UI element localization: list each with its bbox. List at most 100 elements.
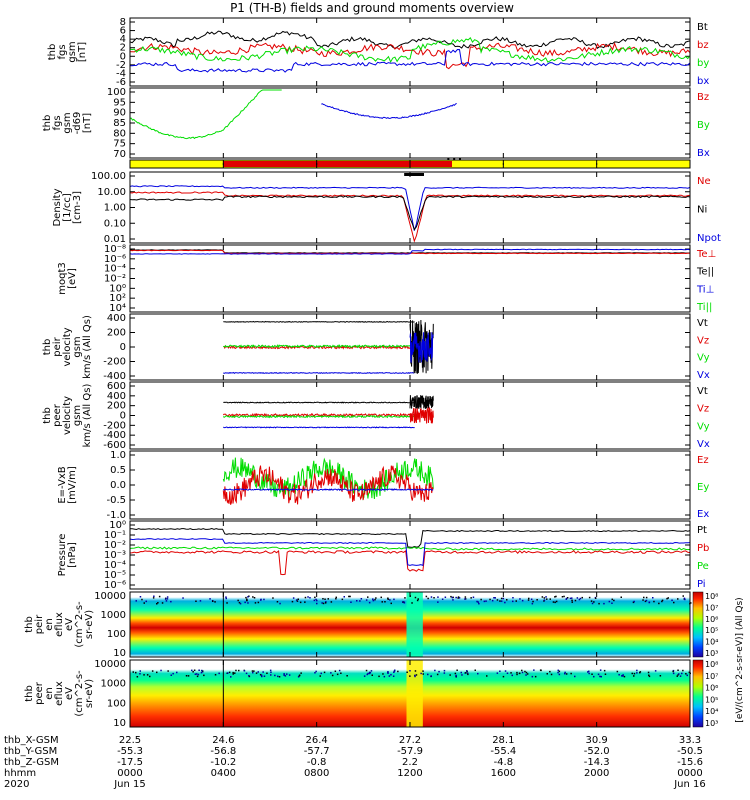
spec-speckle <box>176 671 178 674</box>
ylabel-line: peer <box>52 403 63 427</box>
spec-speckle <box>414 675 416 678</box>
spec-speckle <box>197 673 200 676</box>
spec-speckle <box>563 595 565 598</box>
spec-speckle <box>464 596 467 598</box>
xaxis-value: Jun 15 <box>113 779 146 790</box>
spec-speckle <box>631 672 633 675</box>
ytick-electron-spec: 1000 <box>101 679 126 690</box>
spec-speckle <box>571 601 573 603</box>
legend-ion-velocity-2: Vy <box>697 353 710 364</box>
spec-speckle <box>252 596 254 598</box>
ylabel-line: moqt3 <box>57 262 68 295</box>
spec-speckle <box>555 595 557 598</box>
legends-group: Bt bz by bx Bz By Bx Ne Ni Npot Te⊥ Te|| Ti⊥ Ti|| Vt Vz… <box>696 22 721 590</box>
spec-speckle <box>323 671 326 674</box>
ytick-ion-spec: 10000 <box>94 591 126 602</box>
spec-speckle <box>521 599 524 602</box>
spec-speckle <box>506 672 509 674</box>
spec-speckle <box>500 597 503 600</box>
xaxis-value: -57.7 <box>304 746 330 757</box>
spec-speckle <box>335 598 337 600</box>
spec-speckle <box>667 597 669 599</box>
colorbar-tick: 10⁶ <box>705 615 718 624</box>
spec-speckle <box>621 675 623 677</box>
spec-speckle <box>255 672 258 674</box>
spec-speckle <box>524 670 526 673</box>
spec-speckle <box>632 601 635 604</box>
ytick-pressure: 10⁻¹ <box>104 530 126 541</box>
spec-speckle <box>143 602 145 604</box>
spec-speckle <box>156 671 158 674</box>
ylabel-line: [mV/m] <box>67 466 78 504</box>
spec-speckle <box>359 600 361 602</box>
spec-speckle <box>450 595 452 598</box>
colorbar-tick: 10⁸ <box>705 592 718 601</box>
spec-speckle <box>546 673 548 675</box>
spec-speckle <box>248 595 250 597</box>
spec-speckle <box>496 672 499 674</box>
spec-speckle <box>209 598 211 600</box>
spec-speckle <box>152 597 155 599</box>
spec-speckle <box>136 676 139 678</box>
spec-speckle <box>661 600 663 603</box>
spec-speckle <box>384 601 386 603</box>
spec-speckle <box>499 670 501 672</box>
ylabel-fgs-gsm: thbfgsgsm-d69[nT] <box>42 112 93 135</box>
spec-speckle <box>494 597 496 599</box>
spec-speckle <box>417 598 419 600</box>
spec-speckle <box>313 599 316 602</box>
xaxis-value: 30.9 <box>586 735 608 746</box>
ytick-electron-velocity: 200 <box>107 401 126 412</box>
spec-speckle <box>474 669 476 671</box>
spec-speckle <box>254 602 257 604</box>
spec-speckle <box>378 675 380 678</box>
spec-speckle <box>536 599 538 601</box>
ytick-pressure: 10⁰ <box>109 520 126 531</box>
spec-speckle <box>437 601 439 603</box>
spec-speckle <box>350 601 352 603</box>
spec-speckle <box>427 597 429 600</box>
spec-speckle <box>644 600 647 603</box>
legend-fgs-gsm-0: Bz <box>697 92 709 103</box>
spec-speckle <box>511 674 513 677</box>
spec-speckle <box>257 671 259 673</box>
ylabel-line: gsm <box>72 336 83 357</box>
spec-speckle <box>365 599 368 601</box>
spec-speckle <box>409 675 411 677</box>
ylabel-line: velocity <box>62 327 73 366</box>
ytick-electron-spec: 10 <box>113 718 126 729</box>
spec-speckle <box>549 598 551 600</box>
spec-speckle <box>516 673 518 676</box>
spec-speckle <box>611 602 613 604</box>
spec-speckle <box>639 671 641 674</box>
xaxis-row-label: hhmm <box>4 768 36 779</box>
spec-speckle <box>531 675 534 678</box>
spec-speckle <box>597 673 600 676</box>
spec-speckle <box>274 674 276 677</box>
spec-speckle <box>682 669 684 672</box>
spec-speckle <box>677 598 679 600</box>
spec-speckle <box>149 675 151 678</box>
spec-speckle <box>543 600 545 602</box>
spec-speckle <box>433 597 435 599</box>
ylabel-line: fgs <box>57 44 68 59</box>
spec-speckle <box>248 675 250 677</box>
spec-speckle <box>461 674 463 676</box>
ylabel-line: eflux <box>54 612 65 637</box>
spec-speckle <box>156 603 158 605</box>
series-Vy <box>222 414 415 419</box>
spec-speckle <box>304 601 306 603</box>
spec-speckle <box>464 598 466 600</box>
spec-speckle <box>193 669 196 671</box>
series-Pi <box>129 538 691 567</box>
spec-speckle <box>239 602 242 605</box>
spec-speckle <box>151 670 154 672</box>
spec-speckle <box>321 602 323 604</box>
spectrogram-dip <box>406 660 423 727</box>
spec-speckle <box>477 601 479 603</box>
spec-speckle <box>218 672 220 675</box>
spec-speckle <box>430 675 432 677</box>
series-Vt <box>223 401 415 404</box>
series-Ez <box>222 465 434 505</box>
spec-speckle <box>299 601 302 604</box>
